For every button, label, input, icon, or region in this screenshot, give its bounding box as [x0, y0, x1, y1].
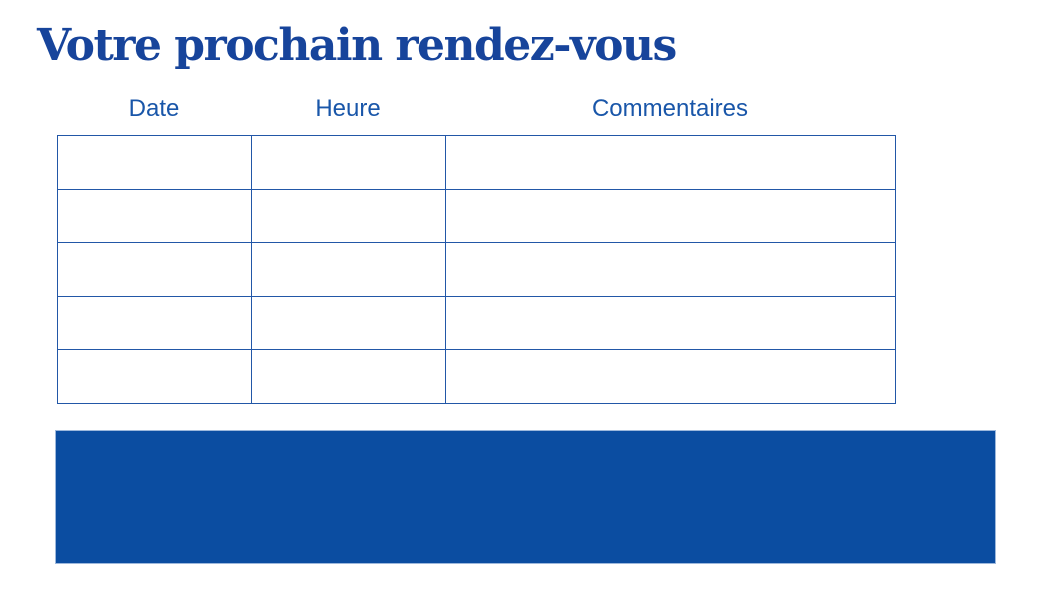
appointments-table [57, 135, 896, 404]
column-header-commentaires: Commentaires [591, 95, 749, 122]
table-row [57, 349, 896, 404]
table-cell [445, 188, 896, 243]
footer-band [55, 430, 996, 564]
table-row [57, 188, 896, 243]
table-row [57, 295, 896, 350]
table-cell [251, 188, 446, 243]
table-cell [251, 242, 446, 297]
table-cell [57, 135, 252, 190]
column-header-date: Date [128, 95, 180, 122]
table-cell [445, 135, 896, 190]
table-cell [57, 349, 252, 404]
table-cell [251, 135, 446, 190]
table-cell [445, 242, 896, 297]
table-header-row: Date Heure Commentaires [57, 94, 895, 124]
table-row [57, 242, 896, 297]
table-cell [445, 295, 896, 350]
table-cell [251, 295, 446, 350]
table-cell [57, 295, 252, 350]
table-cell [251, 349, 446, 404]
column-header-heure: Heure [315, 95, 381, 122]
table-cell [57, 242, 252, 297]
table-row [57, 135, 896, 190]
table-cell [57, 188, 252, 243]
table-cell [445, 349, 896, 404]
table-body [57, 135, 896, 404]
page-title: Votre prochain rendez-vous [37, 20, 677, 71]
